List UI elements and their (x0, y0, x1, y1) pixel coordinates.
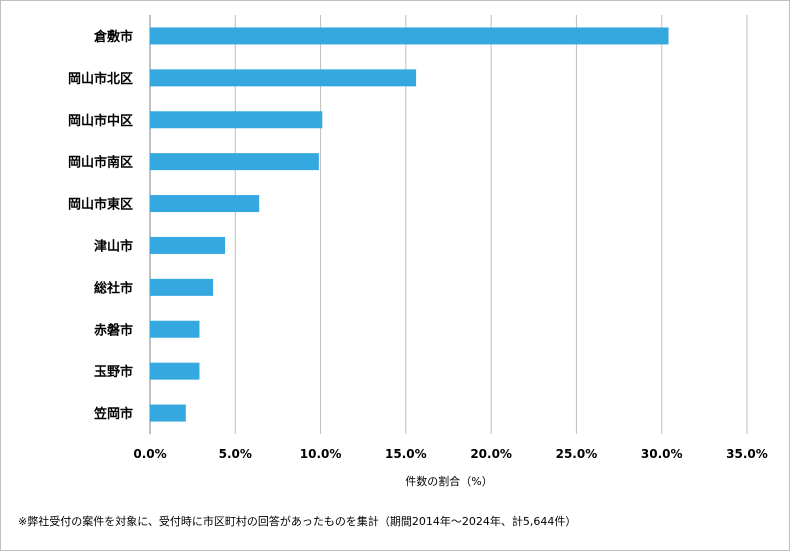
bar (150, 153, 319, 171)
category-label: 倉敷市 (93, 29, 133, 45)
category-label: 赤磐市 (94, 322, 133, 338)
category-label: 岡山市東区 (68, 197, 133, 213)
x-tick-label: 10.0% (300, 447, 342, 461)
footnote: ※弊社受付の案件を対象に、受付時に市区町村の回答があったものを集計（期間2014… (18, 515, 577, 528)
x-tick-label: 15.0% (385, 447, 427, 461)
category-label: 玉野市 (94, 364, 133, 380)
category-label: 津山市 (94, 238, 133, 254)
x-tick-label: 35.0% (726, 447, 768, 461)
category-label: 総社市 (94, 280, 133, 296)
category-label: 岡山市中区 (68, 113, 133, 129)
x-tick-label: 0.0% (133, 447, 166, 461)
bar (150, 111, 323, 129)
category-label: 岡山市北区 (68, 71, 133, 87)
bar (150, 404, 186, 422)
category-label: 笠岡市 (93, 406, 133, 422)
bar (150, 278, 214, 296)
bar (150, 362, 200, 380)
x-axis-title: 件数の割合（%） (405, 474, 492, 488)
x-tick-label: 5.0% (219, 447, 252, 461)
x-tick-label: 30.0% (641, 447, 683, 461)
x-tick-label: 20.0% (470, 447, 512, 461)
bars (150, 27, 669, 422)
category-label: 岡山市南区 (68, 155, 133, 171)
bar (150, 27, 669, 45)
x-tick-labels: 0.0% 5.0% 10.0% 15.0% 20.0% 25.0% 30.0% 35.0% (133, 447, 767, 461)
x-tick-label: 25.0% (556, 447, 598, 461)
bar (150, 320, 200, 338)
bar (150, 236, 226, 254)
bar (150, 195, 260, 213)
bar (150, 69, 417, 87)
